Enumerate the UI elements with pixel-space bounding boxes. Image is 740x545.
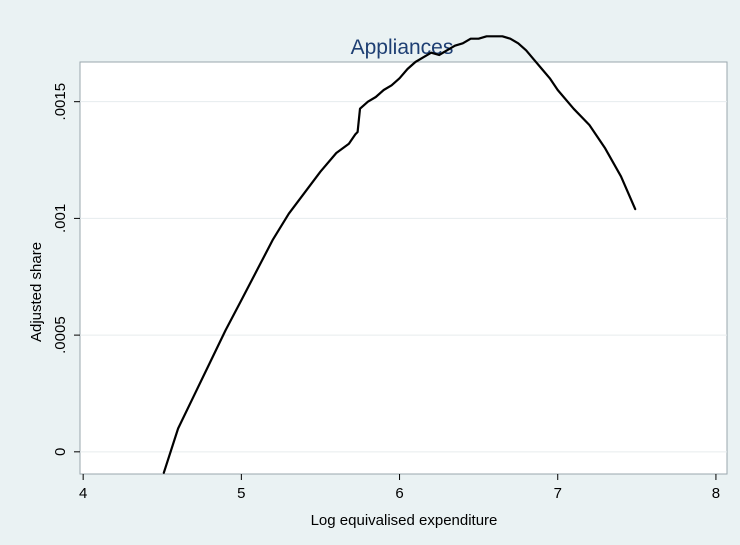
x-tick-label: 5 <box>237 485 245 502</box>
chart-title: Appliances <box>351 36 454 59</box>
series-group <box>162 35 637 474</box>
x-tick-label: 6 <box>395 485 403 502</box>
x-axis-ticks: 4 5 6 7 8 <box>79 474 720 502</box>
y-axis-ticks: 0 .0005 .001 .0015 <box>52 83 80 456</box>
x-tick-label: 8 <box>712 485 720 502</box>
x-tick-label: 4 <box>79 485 87 502</box>
y-tick-label: 0 <box>52 448 69 456</box>
y-axis-title: Adjusted share <box>28 242 45 342</box>
x-axis-title: Log equivalised expenditure <box>311 512 498 529</box>
y-tick-label: .0005 <box>52 316 69 354</box>
y-tick-label: .001 <box>52 204 69 233</box>
series-line <box>162 35 637 474</box>
plot-area <box>79 61 728 475</box>
gridlines <box>80 101 727 453</box>
y-tick-label: .0015 <box>52 83 69 121</box>
x-tick-label: 7 <box>554 485 562 502</box>
